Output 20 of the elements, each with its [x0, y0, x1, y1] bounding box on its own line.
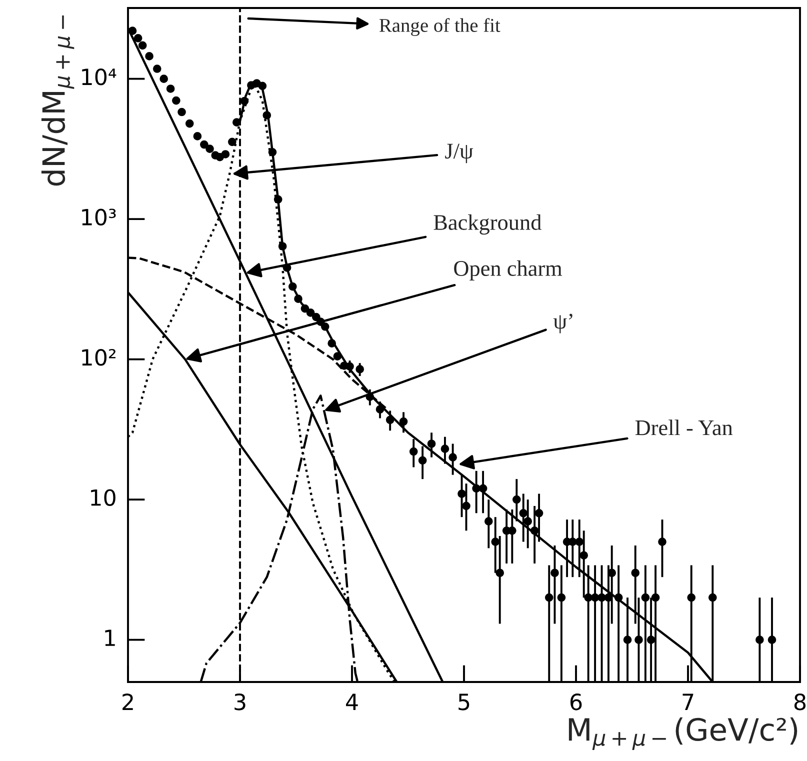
x-tick-label: 7: [682, 694, 694, 710]
y-tick-label: 10²: [82, 348, 116, 366]
annotation: Drell - Yan: [635, 420, 733, 436]
x-axis-title: M$_{μ+μ−}$(GeV/c²): [568, 717, 798, 750]
y-tick-label: 10⁴: [82, 68, 116, 86]
x-tick-label: 2: [122, 694, 133, 710]
y-axis-title: dN/dM$_{μ+μ−}$: [41, 15, 74, 186]
x-tick-label: 6: [570, 694, 582, 710]
y-tick-label: 1: [105, 630, 115, 646]
annotation: J/ψ: [445, 144, 474, 164]
ref-line-label: Range of the fit: [379, 18, 500, 36]
x-tick-label: 5: [458, 694, 470, 710]
annotation: ψ’: [553, 314, 572, 334]
annotation: Background: [434, 214, 542, 235]
x-tick-label: 3: [234, 694, 246, 710]
x-tick-label: 4: [346, 694, 358, 710]
annotation: Open charm: [454, 260, 562, 280]
y-tick-label: 10³: [82, 208, 116, 226]
x-tick-label: 8: [794, 694, 806, 710]
y-tick-label: 10: [91, 489, 116, 506]
